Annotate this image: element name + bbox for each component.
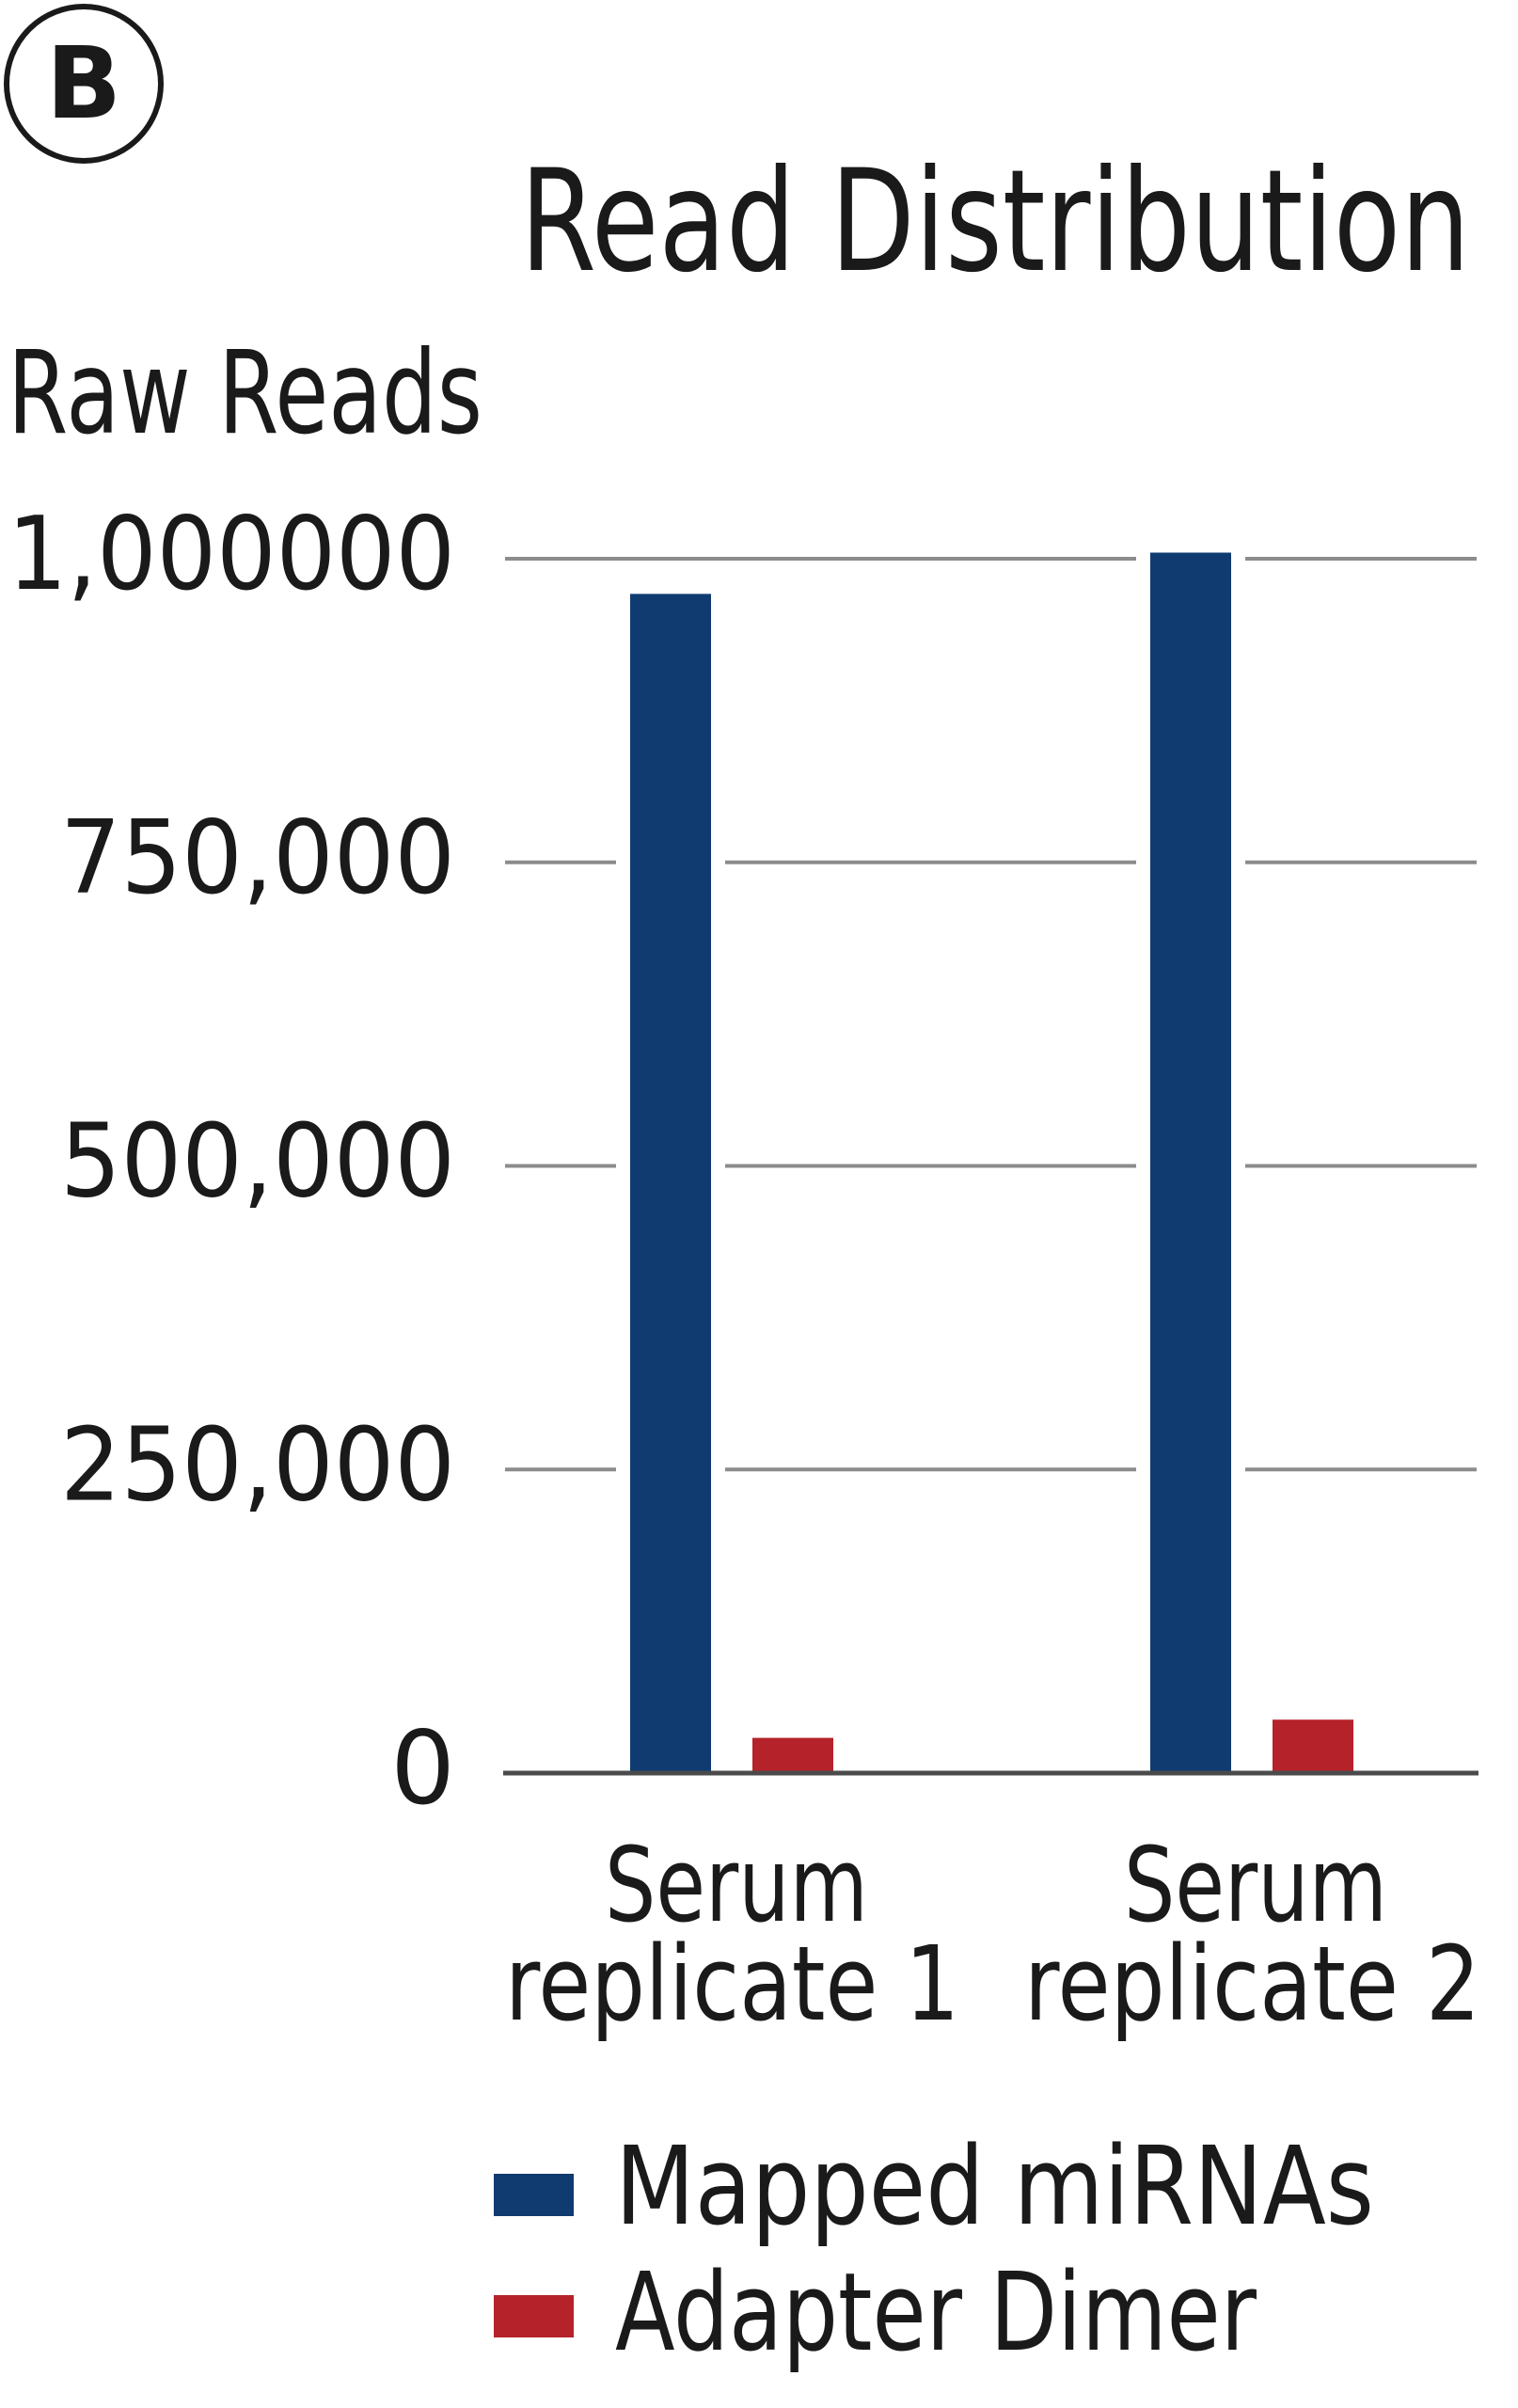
legend-label-adapter-dimer: Adapter Dimer xyxy=(615,2250,1257,2376)
x-label-2-line2: replicate 2 xyxy=(1024,1924,1480,2044)
y-tick-label: 0 xyxy=(390,1710,455,1828)
legend-label-mapped-mirnas: Mapped miRNAs xyxy=(615,2124,1374,2250)
x-tick-labels: Serum replicate 1 Serum replicate 2 xyxy=(505,1825,1480,2044)
y-axis-label: Raw Reads xyxy=(8,326,482,460)
panel-label: B xyxy=(4,4,164,164)
y-tick-label: 1,000000 xyxy=(8,496,455,613)
bar-adapter-dimer-1 xyxy=(752,1737,833,1773)
x-label-2-line1: Serum xyxy=(1124,1825,1387,1945)
bar-adapter-dimer-2 xyxy=(1273,1719,1353,1773)
chart-title: Read Distribution xyxy=(520,140,1470,304)
y-tick-label: 500,000 xyxy=(60,1103,455,1221)
bar-mapped-mirnas-2 xyxy=(1150,552,1231,1774)
bars xyxy=(616,538,1353,1788)
legend-swatch-adapter-dimer xyxy=(494,2295,574,2337)
legend: Mapped miRNAs Adapter Dimer xyxy=(494,2124,1374,2376)
legend-swatch-mapped-mirnas xyxy=(494,2174,574,2216)
panel-label-text: B xyxy=(46,26,121,141)
x-label-1-line2: replicate 1 xyxy=(505,1924,959,2044)
x-label-1-line1: Serum xyxy=(605,1825,868,1945)
y-tick-labels: 0 250,000 500,000 750,000 1,000000 xyxy=(8,496,455,1828)
y-tick-label: 750,000 xyxy=(60,800,455,917)
y-tick-label: 250,000 xyxy=(60,1406,455,1524)
bar-mapped-mirnas-1 xyxy=(630,594,711,1774)
